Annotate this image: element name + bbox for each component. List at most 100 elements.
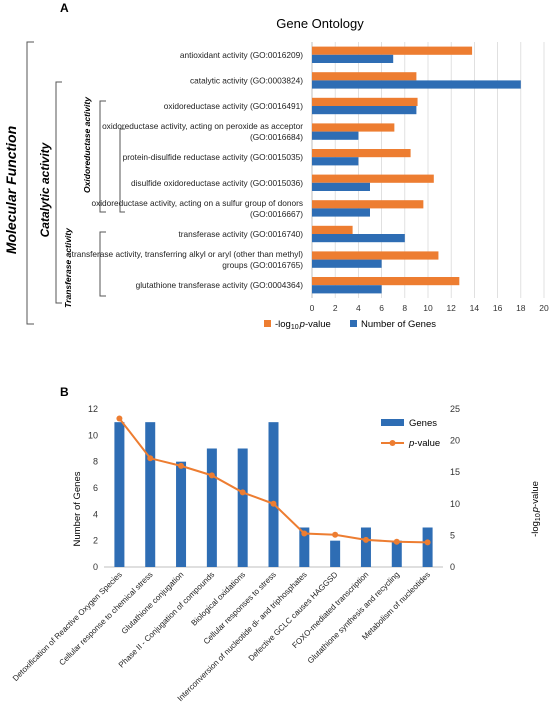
category-label: (GO:0016684) (250, 132, 303, 142)
bar-genes (312, 157, 359, 166)
bar-genes (312, 259, 382, 268)
x-tick-label: 0 (310, 303, 315, 313)
legend-label-pvalue: -log10p-value (275, 319, 331, 331)
y-right-tick-label: 0 (450, 562, 455, 572)
bracket-molecular-function (26, 41, 34, 325)
bar-pvalue (312, 174, 434, 183)
y-left-tick-label: 4 (93, 509, 98, 519)
point-pvalue (424, 539, 431, 546)
legend-swatch-genes-b (381, 419, 404, 426)
x-tick-label: 18 (516, 303, 526, 313)
legend-pvalue-prefix: -log (275, 319, 291, 330)
y-right-tick-label: 25 (450, 404, 460, 414)
bar-genes (312, 208, 370, 217)
category-label: oxidoreductase activity, acting on perox… (102, 121, 303, 131)
point-pvalue (362, 536, 369, 543)
y-axis-left-label: Number of Genes (72, 471, 83, 546)
group-label-transferase: Transferase activity (63, 227, 73, 308)
y-left-tick-label: 0 (93, 562, 98, 572)
bar-genes (176, 461, 187, 567)
y-left-tick-label: 6 (93, 483, 98, 493)
bar-genes (299, 527, 310, 567)
chart-a: 0 2 4 6 8 10 12 14 16 18 20 antioxidant activity (G… (72, 42, 549, 313)
x-tick-label: 4 (356, 303, 361, 313)
legend-label-genes: Number of Genes (361, 319, 436, 330)
y-left-tick-label: 12 (88, 404, 98, 414)
legend-b-pvalue-suffix: -value (414, 438, 440, 449)
x-tick-label: 2 (333, 303, 338, 313)
category-label: antioxidant activity (GO:0016209) (180, 50, 303, 60)
x-tick-label: 14 (470, 303, 480, 313)
bar-pvalue (312, 123, 395, 132)
y-right-tick-label: 15 (450, 467, 460, 477)
bar-genes (330, 540, 341, 567)
bar-genes (312, 182, 370, 191)
bar-genes (114, 422, 125, 567)
y-left-tick-label: 2 (93, 536, 98, 546)
point-pvalue (178, 462, 185, 469)
ylabel-right-sub: 10 (535, 513, 542, 521)
point-pvalue (301, 530, 308, 537)
bar-pvalue (312, 277, 460, 286)
legend-swatch-genes (350, 320, 357, 327)
legend-swatch-pvalue (264, 320, 271, 327)
point-pvalue (208, 472, 215, 479)
bracket-transferase (99, 231, 106, 297)
bar-pvalue (312, 46, 473, 55)
bar-genes (312, 131, 359, 140)
chart-b: 0 2 4 6 8 10 12 0 5 10 15 20 25 Detoxification of Rea… (11, 404, 460, 703)
panel-a: A Gene Ontology Molecular Function Catal… (3, 1, 549, 331)
legend-marker-pvalue-b (389, 440, 396, 446)
x-tick-label: 16 (493, 303, 503, 313)
bar-pvalue (312, 97, 418, 106)
bracket-oxidoreductase (99, 100, 106, 213)
chart-a-legend: -log10p-value Number of Genes (264, 319, 436, 331)
bar-genes (312, 80, 521, 89)
point-pvalue (270, 500, 277, 507)
category-label: Biological oxidations (189, 570, 247, 628)
ylabel-right-suffix: -value (530, 481, 541, 507)
x-tick-label: 12 (446, 303, 456, 313)
group-label-molecular-function: Molecular Function (3, 126, 19, 254)
group-label-catalytic: Catalytic activity (38, 141, 52, 237)
y-right-tick-label: 20 (450, 436, 460, 446)
legend-label-pvalue-b: p-value (408, 438, 440, 449)
bar-genes (312, 285, 382, 294)
legend-pvalue-italic: p (299, 319, 305, 330)
bar-genes (312, 54, 394, 63)
y-axis-right-label: -log10p-value (530, 481, 542, 537)
y-left-tick-label: 8 (93, 457, 98, 467)
bar-genes (237, 448, 248, 567)
bar-genes (312, 234, 405, 243)
point-pvalue (332, 531, 339, 538)
point-pvalue (393, 538, 400, 545)
bar-genes (422, 527, 433, 567)
point-pvalue (147, 455, 154, 462)
bar-genes (145, 422, 156, 567)
group-label-oxidoreductase: Oxidoreductase activity (82, 96, 92, 193)
category-label: transferase activity (GO:0016740) (178, 229, 303, 239)
category-label: oxidoreductase activity (GO:0016491) (164, 101, 304, 111)
category-label: Glutathione conjugation (120, 570, 186, 636)
group-brackets (26, 41, 125, 325)
legend-b-pvalue-italic: p (408, 438, 414, 449)
category-label: oxidoreductase activity, acting on a sul… (91, 198, 303, 208)
x-tick-label: 8 (402, 303, 407, 313)
point-pvalue (116, 415, 123, 422)
bar-pvalue (312, 149, 411, 158)
category-label: catalytic activity (GO:0003824) (190, 75, 303, 85)
category-label: disulfide oxidoreductase activity (GO:00… (131, 178, 303, 188)
chart-b-legend: Genes p-value (381, 418, 440, 449)
category-label: protein-disulfide reductase activity (GO… (123, 152, 304, 162)
panel-a-label: A (60, 1, 69, 15)
ylabel-right-prefix: -log (530, 521, 541, 537)
category-label: Detoxification of Reactive Oxygen Specie… (11, 570, 124, 683)
y-right-tick-label: 10 (450, 499, 460, 509)
y-left-tick-label: 10 (88, 430, 98, 440)
bar-pvalue (312, 72, 417, 81)
x-tick-label: 6 (379, 303, 384, 313)
panel-b-label: B (60, 385, 69, 399)
legend-pvalue-sub: 10 (291, 324, 299, 331)
category-label: (GO:0016667) (250, 209, 303, 219)
